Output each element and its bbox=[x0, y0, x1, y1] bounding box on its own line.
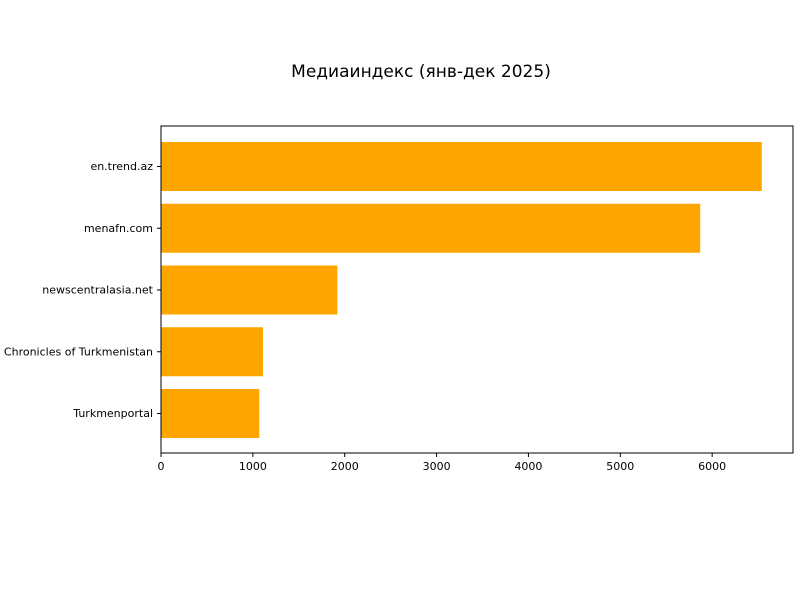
x-tick-label-0: 0 bbox=[158, 460, 165, 473]
x-tick-label-6: 6000 bbox=[698, 460, 726, 473]
x-tick-label-4: 4000 bbox=[514, 460, 542, 473]
bar-4 bbox=[161, 389, 260, 438]
bar-3 bbox=[161, 327, 263, 377]
x-tick-label-2: 2000 bbox=[331, 460, 359, 473]
chart-title: Медиаиндекс (янв-дек 2025) bbox=[291, 62, 551, 82]
y-axis-ticks: en.trend.az menafn.com newscentralasia.net… bbox=[4, 160, 161, 420]
y-tick-label-0: en.trend.az bbox=[90, 160, 153, 173]
x-tick-label-1: 1000 bbox=[239, 460, 267, 473]
bar-1 bbox=[161, 203, 701, 253]
y-tick-label-2: newscentralasia.net bbox=[42, 284, 153, 297]
y-tick-label-4: Turkmenportal bbox=[72, 407, 153, 420]
bar-0 bbox=[161, 142, 762, 191]
y-tick-label-1: menafn.com bbox=[84, 222, 153, 235]
y-tick-label-3: Chronicles of Turkmenistan bbox=[4, 345, 153, 358]
x-tick-label-3: 3000 bbox=[423, 460, 451, 473]
bars-group bbox=[161, 142, 762, 438]
bar-2 bbox=[161, 265, 338, 315]
plot-area-frame bbox=[160, 125, 794, 454]
x-axis-ticks: 0 1000 2000 3000 4000 5000 6000 bbox=[158, 453, 726, 473]
x-tick-label-5: 5000 bbox=[606, 460, 634, 473]
